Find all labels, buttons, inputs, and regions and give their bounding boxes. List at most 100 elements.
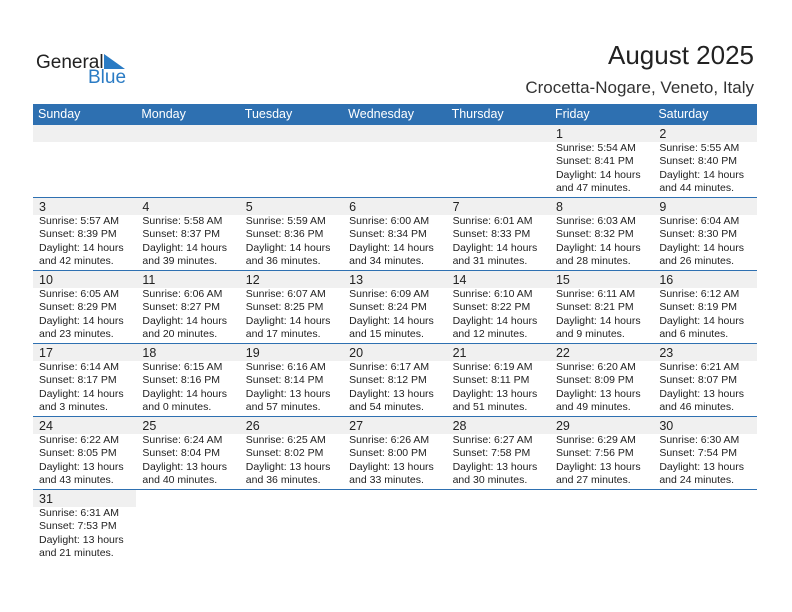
weekday-sunday: Sunday <box>38 107 81 121</box>
sunset-text: Sunset: 8:12 PM <box>349 374 427 387</box>
daylight-text: Daylight: 13 hours <box>142 460 228 473</box>
daylight-minutes-text: and 49 minutes. <box>555 401 631 414</box>
sunset-text: Sunset: 8:34 PM <box>349 228 427 241</box>
sunset-text: Sunset: 8:11 PM <box>452 374 530 387</box>
daylight-minutes-text: and 51 minutes. <box>452 401 528 414</box>
sunrise-text: Sunrise: 6:14 AM <box>39 361 119 373</box>
sunrise-text: Sunrise: 6:01 AM <box>452 215 533 227</box>
daylight-text: Daylight: 13 hours <box>659 460 744 473</box>
sunrise-text: Sunrise: 6:27 AM <box>452 434 533 446</box>
sunset-text: Sunset: 8:19 PM <box>659 301 737 314</box>
day-cell: 1 Sunrise: 5:54 AM Sunset: 8:41 PM Daylight… <box>550 125 653 197</box>
day-number-band <box>33 417 757 434</box>
daylight-text: Daylight: 14 hours <box>39 314 124 327</box>
day-cell: 14 Sunrise: 6:10 AM Sunset: 8:22 PM Dayligh… <box>447 271 550 343</box>
day-number: 7 <box>452 200 460 214</box>
daylight-minutes-text: and 42 minutes. <box>39 255 114 268</box>
day-number: 9 <box>659 200 667 214</box>
week-row: 24 Sunrise: 6:22 AM Sunset: 8:05 PM Dayligh… <box>33 417 757 490</box>
day-cell: 27 Sunrise: 6:26 AM Sunset: 8:00 PM Dayligh… <box>343 417 446 489</box>
empty-cell <box>240 490 343 562</box>
day-cell: 30 Sunrise: 6:30 AM Sunset: 7:54 PM Dayligh… <box>653 417 756 489</box>
daylight-minutes-text: and 40 minutes. <box>142 474 218 487</box>
day-number: 21 <box>452 346 467 360</box>
daylight-minutes-text: and 30 minutes. <box>452 474 528 487</box>
sunset-text: Sunset: 8:40 PM <box>659 155 737 168</box>
daylight-text: Daylight: 13 hours <box>39 533 124 546</box>
sunrise-text: Sunrise: 6:22 AM <box>39 434 119 446</box>
daylight-text: Daylight: 13 hours <box>39 460 124 473</box>
daylight-text: Daylight: 13 hours <box>452 387 538 400</box>
location: Crocetta-Nogare, Veneto, Italy <box>525 78 754 97</box>
daylight-minutes-text: and 46 minutes. <box>659 401 735 414</box>
daylight-minutes-text: and 44 minutes. <box>659 182 735 195</box>
daylight-text: Daylight: 13 hours <box>245 460 331 473</box>
sunset-text: Sunset: 8:04 PM <box>142 447 221 460</box>
daylight-minutes-text: and 26 minutes. <box>659 255 735 268</box>
day-number: 24 <box>39 419 53 433</box>
sunset-text: Sunset: 8:07 PM <box>659 374 737 387</box>
daylight-text: Daylight: 13 hours <box>555 460 641 473</box>
day-cell: 17 Sunrise: 6:14 AM Sunset: 8:17 PM Dayligh… <box>33 344 136 416</box>
sunset-text: Sunset: 8:29 PM <box>39 301 117 314</box>
day-cell: 6 Sunrise: 6:00 AM Sunset: 8:34 PM Daylight… <box>343 198 446 270</box>
day-number: 6 <box>349 200 357 214</box>
daylight-minutes-text: and 21 minutes. <box>39 547 114 560</box>
sunrise-text: Sunrise: 6:17 AM <box>349 361 430 373</box>
day-cell: 3 Sunrise: 5:57 AM Sunset: 8:39 PM Daylight… <box>33 198 136 270</box>
sunset-text: Sunset: 7:58 PM <box>452 447 531 460</box>
day-number-band <box>33 490 137 507</box>
empty-cell <box>653 490 756 562</box>
day-number: 3 <box>39 200 46 214</box>
daylight-text: Daylight: 14 hours <box>452 241 538 254</box>
empty-cell <box>33 125 136 197</box>
logo-triangle-icon <box>104 54 125 69</box>
weekday-header: Sunday Monday Tuesday Wednesday Thursday Frid… <box>33 104 757 125</box>
sunset-text: Sunset: 8:24 PM <box>349 301 427 314</box>
sunrise-text: Sunrise: 6:29 AM <box>555 434 636 446</box>
day-cell: 21 Sunrise: 6:19 AM Sunset: 8:11 PM Dayligh… <box>447 344 550 416</box>
daylight-text: Daylight: 13 hours <box>245 387 331 400</box>
day-cell: 18 Sunrise: 6:15 AM Sunset: 8:16 PM Dayligh… <box>136 344 239 416</box>
sunset-text: Sunset: 8:22 PM <box>452 301 531 314</box>
daylight-minutes-text: and 54 minutes. <box>349 401 424 414</box>
sunset-text: Sunset: 8:21 PM <box>555 301 634 314</box>
day-cell: 29 Sunrise: 6:29 AM Sunset: 7:56 PM Dayligh… <box>550 417 653 489</box>
weekday-monday: Monday <box>141 107 186 121</box>
sunrise-text: Sunrise: 6:19 AM <box>452 361 533 373</box>
daylight-minutes-text: and 15 minutes. <box>349 328 424 341</box>
day-cell: 11 Sunrise: 6:06 AM Sunset: 8:27 PM Dayligh… <box>136 271 239 343</box>
sunset-text: Sunset: 8:16 PM <box>142 374 221 387</box>
daylight-text: Daylight: 14 hours <box>142 314 228 327</box>
sunrise-text: Sunrise: 6:06 AM <box>142 288 223 300</box>
day-cell: 4 Sunrise: 5:58 AM Sunset: 8:37 PM Daylight… <box>136 198 239 270</box>
daylight-text: Daylight: 14 hours <box>39 241 124 254</box>
empty-cell <box>343 125 446 197</box>
weekday-wednesday: Wednesday <box>348 107 414 121</box>
day-cell: 22 Sunrise: 6:20 AM Sunset: 8:09 PM Dayligh… <box>550 344 653 416</box>
daylight-minutes-text: and 23 minutes. <box>39 328 114 341</box>
day-number: 28 <box>452 419 467 433</box>
week-row: 1 Sunrise: 5:54 AM Sunset: 8:41 PM Daylight… <box>33 125 757 198</box>
day-number: 29 <box>555 419 570 433</box>
daylight-text: Daylight: 14 hours <box>142 387 228 400</box>
sunrise-text: Sunrise: 6:07 AM <box>245 288 326 300</box>
sunrise-text: Sunrise: 5:55 AM <box>659 142 740 154</box>
daylight-text: Daylight: 13 hours <box>555 387 641 400</box>
daylight-minutes-text: and 6 minutes. <box>659 328 729 341</box>
sunset-text: Sunset: 7:53 PM <box>39 520 117 533</box>
sunset-text: Sunset: 8:02 PM <box>245 447 324 460</box>
sunrise-text: Sunrise: 5:57 AM <box>39 215 119 227</box>
day-cell: 5 Sunrise: 5:59 AM Sunset: 8:36 PM Daylight… <box>240 198 343 270</box>
day-number-band <box>33 125 757 142</box>
daylight-minutes-text: and 47 minutes. <box>555 182 631 195</box>
sunset-text: Sunset: 8:41 PM <box>555 155 634 168</box>
empty-cell <box>136 490 239 562</box>
daylight-minutes-text: and 3 minutes. <box>39 401 108 414</box>
daylight-text: Daylight: 14 hours <box>245 314 331 327</box>
sunrise-text: Sunrise: 6:03 AM <box>555 215 636 227</box>
sunrise-text: Sunrise: 6:16 AM <box>245 361 326 373</box>
sunrise-text: Sunrise: 6:15 AM <box>142 361 223 373</box>
daylight-text: Daylight: 14 hours <box>555 241 641 254</box>
day-number: 20 <box>349 346 364 360</box>
